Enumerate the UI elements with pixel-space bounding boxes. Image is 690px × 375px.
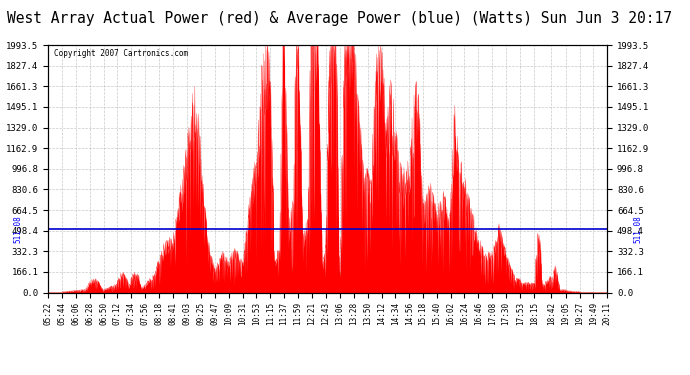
Text: 511.08: 511.08 bbox=[13, 215, 22, 243]
Text: 511.08: 511.08 bbox=[633, 215, 642, 243]
Text: Copyright 2007 Cartronics.com: Copyright 2007 Cartronics.com bbox=[54, 49, 188, 58]
Text: West Array Actual Power (red) & Average Power (blue) (Watts) Sun Jun 3 20:17: West Array Actual Power (red) & Average … bbox=[7, 11, 672, 26]
